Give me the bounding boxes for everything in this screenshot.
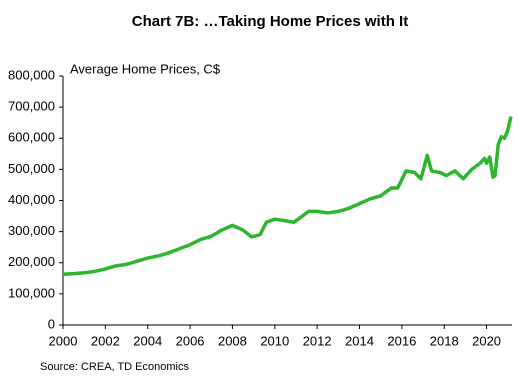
- y-tick-label: 200,000: [8, 254, 55, 269]
- source: Source: CREA, TD Economics: [40, 361, 189, 373]
- x-tick-label: 2006: [176, 333, 205, 348]
- x-tick-label: 2012: [303, 333, 332, 348]
- y-tick-label: 800,000: [8, 67, 55, 82]
- x-tick-label: 2010: [260, 333, 289, 348]
- y-tick-label: 600,000: [8, 130, 55, 145]
- line: [62, 116, 513, 277]
- x-tick-label: 2014: [345, 333, 374, 348]
- x-tick-label: 2004: [133, 333, 162, 348]
- y-tick-label: 0: [48, 316, 55, 331]
- x-tick-label: 2008: [218, 333, 247, 348]
- y-tick-label: 400,000: [8, 192, 55, 207]
- y-tick-label: 300,000: [8, 223, 55, 238]
- x-tick-label: 2002: [91, 333, 120, 348]
- x-tick-label: 2000: [49, 333, 78, 348]
- y-tick-label: 700,000: [8, 99, 55, 114]
- x-tick-label: 2018: [430, 333, 459, 348]
- x-tick-label: 2020: [472, 333, 501, 348]
- y-axis-label: Average Home Prices, C$: [70, 61, 221, 76]
- y-tick-label: 100,000: [8, 285, 55, 300]
- x-tick-label: 2016: [387, 333, 416, 348]
- y-tick-label: 500,000: [8, 161, 55, 176]
- chart-title: Chart 7B: …Taking Home Prices with It: [132, 13, 408, 30]
